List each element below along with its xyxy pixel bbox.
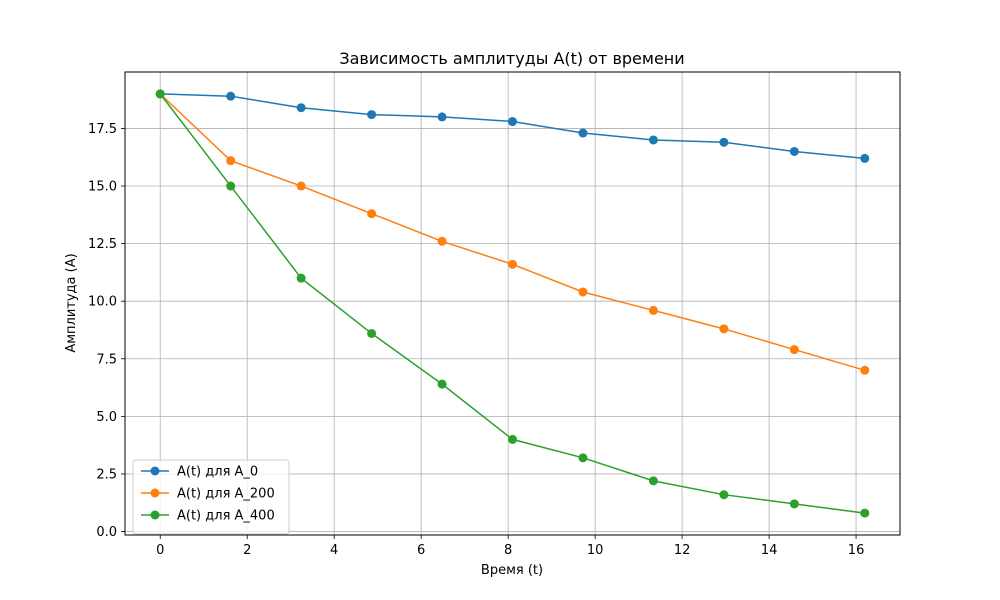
data-point xyxy=(437,236,447,246)
data-point xyxy=(719,490,729,500)
series-0 xyxy=(155,89,870,163)
legend-label: A(t) для A_0 xyxy=(177,465,258,480)
y-tick-label: 10.0 xyxy=(88,295,117,310)
data-point xyxy=(226,181,236,191)
data-point xyxy=(367,328,377,338)
data-point xyxy=(296,273,306,283)
data-point xyxy=(860,153,870,163)
y-tick-label: 7.5 xyxy=(96,352,117,367)
data-point xyxy=(508,117,517,127)
x-tick-label: 2 xyxy=(243,543,251,558)
data-point xyxy=(155,89,165,99)
x-tick-label: 16 xyxy=(848,543,865,558)
data-point xyxy=(367,209,377,219)
data-point xyxy=(437,112,447,122)
data-point xyxy=(578,128,588,138)
data-point xyxy=(508,259,517,269)
x-tick-label: 6 xyxy=(417,543,425,558)
x-tick-label: 10 xyxy=(587,543,604,558)
legend-label: A(t) для A_400 xyxy=(177,509,275,524)
series-1 xyxy=(155,89,870,375)
data-point xyxy=(789,499,799,509)
data-point xyxy=(508,434,517,444)
x-tick-label: 0 xyxy=(156,543,164,558)
y-tick-label: 2.5 xyxy=(96,467,117,482)
data-point xyxy=(648,135,658,145)
x-tick-label: 12 xyxy=(674,543,691,558)
legend-marker xyxy=(150,510,160,520)
data-point xyxy=(296,103,306,113)
data-point xyxy=(860,508,870,518)
plot-frame xyxy=(124,71,901,536)
legend-marker xyxy=(150,466,160,476)
legend-box xyxy=(132,459,290,535)
y-axis-label: Амплитуда (A) xyxy=(64,253,79,352)
y-tick-label: 0.0 xyxy=(96,525,117,540)
y-tick-label: 15.0 xyxy=(88,180,117,195)
x-tick-label: 8 xyxy=(504,543,512,558)
series-2 xyxy=(155,89,870,518)
data-point xyxy=(226,91,236,101)
x-tick-label: 14 xyxy=(761,543,778,558)
data-point xyxy=(860,365,870,375)
y-axis: 0.0 2.5 5.0 7.5 10.0 12.5 15.0 17.5 xyxy=(88,122,125,540)
data-point xyxy=(789,146,799,156)
y-tick-label: 12.5 xyxy=(88,237,117,252)
legend: A(t) для A_0 A(t) для A_200 A(t) для A_400 xyxy=(132,459,290,535)
data-point xyxy=(578,287,588,297)
data-point xyxy=(719,137,729,147)
data-point xyxy=(437,379,447,389)
data-point xyxy=(648,305,658,315)
data-point xyxy=(296,181,306,191)
data-point xyxy=(367,110,377,120)
data-point xyxy=(719,324,729,334)
data-point xyxy=(648,476,658,486)
data-point xyxy=(226,156,236,166)
legend-label: A(t) для A_200 xyxy=(177,487,275,502)
data-point xyxy=(789,345,799,355)
legend-marker xyxy=(150,488,160,498)
y-tick-label: 17.5 xyxy=(88,122,117,137)
series-line xyxy=(160,93,865,160)
x-axis: 0 2 4 6 8 10 12 14 16 xyxy=(156,535,864,558)
legend-item: A(t) для A_0 xyxy=(141,465,258,480)
chart-title: Зависимость амплитуды A(t) от времени xyxy=(339,49,684,68)
x-tick-label: 4 xyxy=(330,543,338,558)
legend-item: A(t) для A_400 xyxy=(141,509,275,524)
data-point xyxy=(578,453,588,463)
legend-item: A(t) для A_200 xyxy=(141,487,275,502)
series-layer xyxy=(155,89,870,518)
y-tick-label: 5.0 xyxy=(96,410,117,425)
series-line xyxy=(159,93,865,514)
x-axis-label: Время (t) xyxy=(481,563,543,578)
